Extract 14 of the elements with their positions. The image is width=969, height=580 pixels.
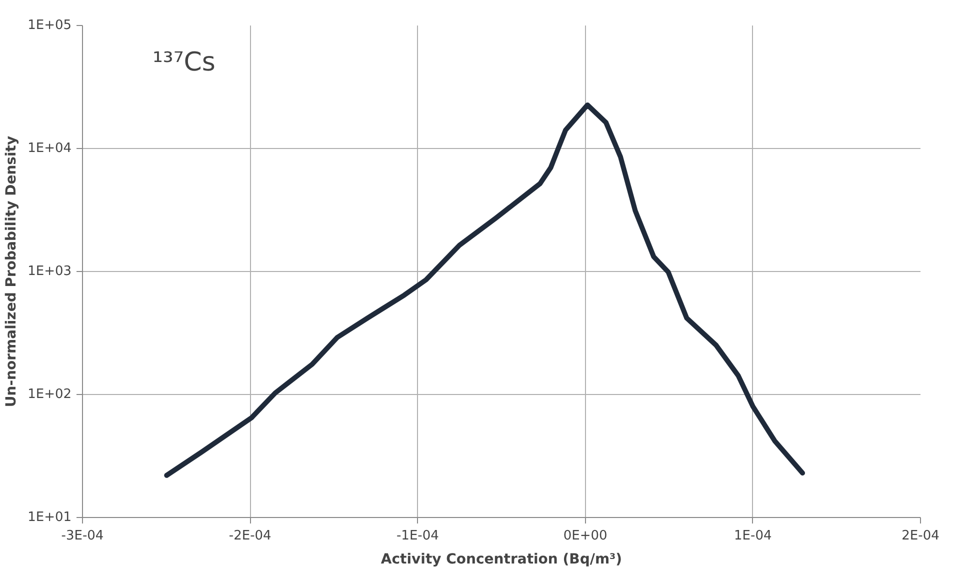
x-tick-label: 2E-04 — [902, 528, 940, 544]
annotation: ¹³⁷Cs — [152, 48, 216, 78]
y-tick-label: 1E+01 — [28, 510, 72, 525]
x-tick-label: 1E-04 — [734, 528, 772, 544]
y-tick-label: 1E+03 — [28, 264, 72, 279]
x-tick-label: -3E-04 — [61, 528, 104, 544]
x-axis-title: Activity Concentration (Bq/m³) — [380, 552, 622, 568]
y-tick-label: 1E+05 — [28, 18, 72, 33]
y-axis-title: Un-normalized Probability Density — [4, 136, 20, 408]
y-tick-label: 1E+04 — [28, 141, 72, 156]
y-tick-label: 1E+02 — [28, 387, 72, 402]
x-tick-label: -1E-04 — [396, 528, 439, 544]
x-tick-label: -2E-04 — [228, 528, 272, 544]
x-tick-label: 0E+00 — [563, 528, 608, 544]
